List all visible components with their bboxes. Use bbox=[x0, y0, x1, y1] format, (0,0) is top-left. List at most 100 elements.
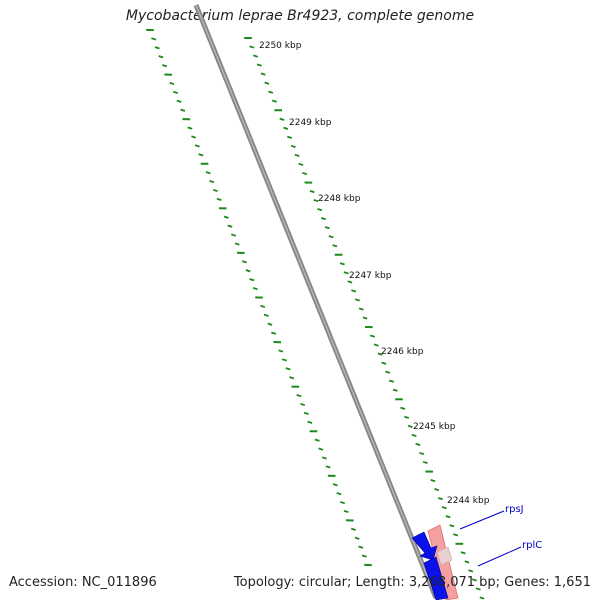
gc-tick-mark bbox=[377, 352, 383, 356]
gc-tick-mark bbox=[434, 488, 440, 492]
gc-tick-mark bbox=[271, 331, 277, 335]
gc-tick-mark bbox=[321, 456, 327, 460]
gc-tick-mark bbox=[453, 533, 459, 537]
gc-tick-mark bbox=[278, 349, 284, 353]
gc-tick-mark bbox=[264, 81, 270, 85]
gc-tick-mark bbox=[158, 55, 164, 59]
gc-tick-mark bbox=[370, 334, 376, 338]
gene-label-rpsJ[interactable]: rpsJ bbox=[505, 504, 524, 515]
gc-tick-mark bbox=[169, 81, 175, 86]
gc-tick-mark bbox=[340, 501, 346, 505]
leader-line-rpsJ bbox=[459, 510, 505, 530]
gc-tick-mark bbox=[328, 235, 334, 239]
gc-tick-mark bbox=[324, 226, 330, 230]
gc-tick-mark bbox=[263, 313, 269, 317]
gc-tick-mark bbox=[296, 394, 302, 398]
gc-tick-mark bbox=[419, 451, 425, 456]
kbp-tick-labels: 2250 kbp 2249 kbp 2248 kbp 2247 kbp 2246… bbox=[259, 41, 490, 506]
gc-tick-mark bbox=[253, 54, 259, 58]
gc-tick-mark bbox=[309, 190, 315, 194]
gc-tick-mark bbox=[212, 188, 218, 193]
gc-tick-mark bbox=[303, 411, 309, 415]
accession-text: Accession: NC_011896 bbox=[9, 575, 157, 590]
gc-tick-mark bbox=[411, 433, 417, 437]
gc-tick-mark bbox=[285, 367, 291, 371]
gc-tick-mark bbox=[343, 509, 349, 514]
gc-tick-mark bbox=[260, 304, 266, 308]
gc-tick-mark bbox=[289, 376, 295, 380]
gc-tick-mark bbox=[351, 289, 357, 293]
gc-tick-mark bbox=[317, 208, 323, 212]
gc-tick-mark bbox=[281, 358, 287, 362]
tick-label-2244: 2244 kbp bbox=[447, 496, 490, 506]
gc-tick-mark bbox=[464, 560, 470, 564]
gc-tick-mark bbox=[318, 447, 324, 451]
gc-tick-mark bbox=[267, 322, 273, 326]
gc-track-inner bbox=[146, 28, 372, 567]
gc-tick-mark bbox=[339, 262, 345, 266]
gc-tick-mark bbox=[400, 406, 406, 410]
gc-tick-mark bbox=[300, 402, 306, 407]
gc-tick-mark bbox=[314, 438, 320, 442]
gc-tick-mark bbox=[392, 388, 398, 392]
gc-tick-mark bbox=[422, 460, 428, 465]
gc-tick-mark bbox=[287, 135, 293, 139]
gc-tick-mark bbox=[343, 271, 349, 275]
gc-tick-mark bbox=[205, 171, 211, 175]
reverse-gene-features bbox=[411, 531, 449, 600]
gc-tick-mark bbox=[176, 99, 182, 103]
gc-tick-mark bbox=[445, 515, 451, 519]
gc-tick-mark bbox=[468, 569, 474, 573]
gc-tick-mark bbox=[231, 233, 237, 237]
tick-label-2249: 2249 kbp bbox=[289, 118, 332, 128]
gc-tick-mark bbox=[336, 492, 342, 496]
tick-label-2247: 2247 kbp bbox=[349, 271, 392, 281]
genome-backbone-highlight bbox=[195, 4, 437, 599]
gene-label-rplC[interactable]: rplC bbox=[522, 540, 542, 551]
gc-tick-mark bbox=[249, 278, 255, 282]
gc-tick-mark bbox=[227, 224, 233, 228]
gc-tick-mark bbox=[268, 90, 274, 94]
tick-label-2248: 2248 kbp bbox=[318, 194, 361, 204]
gc-tick-mark bbox=[260, 72, 266, 76]
gc-tick-mark bbox=[298, 162, 304, 166]
gc-tick-mark bbox=[475, 587, 481, 591]
gc-tick-mark bbox=[354, 536, 360, 540]
gc-tick-mark bbox=[313, 199, 319, 203]
gc-tick-mark bbox=[256, 63, 262, 67]
gc-tick-mark bbox=[191, 135, 197, 139]
gc-tick-mark bbox=[373, 343, 379, 347]
leader-line-rplC bbox=[477, 546, 522, 567]
gc-tick-mark bbox=[325, 465, 331, 469]
gc-tick-mark bbox=[294, 153, 300, 157]
gc-tick-mark bbox=[279, 117, 285, 121]
gc-tick-mark bbox=[241, 260, 247, 264]
gc-tick-mark bbox=[216, 197, 222, 201]
gc-tick-mark bbox=[388, 379, 394, 383]
gc-tick-mark bbox=[223, 215, 229, 219]
gc-tick-mark bbox=[441, 506, 447, 510]
gc-tick-mark bbox=[187, 126, 193, 130]
gc-track-outer bbox=[244, 37, 485, 600]
gc-tick-mark bbox=[415, 442, 421, 446]
gc-tick-mark bbox=[332, 483, 338, 487]
gc-tick-mark bbox=[151, 37, 157, 41]
gc-tick-mark bbox=[194, 144, 200, 148]
gc-tick-mark bbox=[162, 64, 168, 68]
gc-tick-mark bbox=[252, 287, 258, 291]
tick-label-2250: 2250 kbp bbox=[259, 41, 302, 51]
map-title: Mycobacterium leprae Br4923, complete ge… bbox=[125, 8, 475, 24]
gene-feature-rplC[interactable] bbox=[436, 546, 453, 566]
gene-feature-reverse-2[interactable] bbox=[423, 556, 449, 600]
gc-tick-mark bbox=[283, 126, 289, 130]
gc-tick-mark bbox=[437, 497, 443, 501]
gc-tick-mark bbox=[198, 153, 204, 157]
tick-label-2245: 2245 kbp bbox=[413, 422, 456, 432]
gc-tick-mark bbox=[354, 298, 360, 302]
gc-tick-mark bbox=[362, 316, 368, 320]
gc-tick-mark bbox=[249, 45, 255, 49]
gene-feature-reverse-1[interactable] bbox=[411, 531, 438, 561]
gc-tick-mark bbox=[471, 578, 477, 582]
gc-tick-mark bbox=[307, 420, 313, 424]
